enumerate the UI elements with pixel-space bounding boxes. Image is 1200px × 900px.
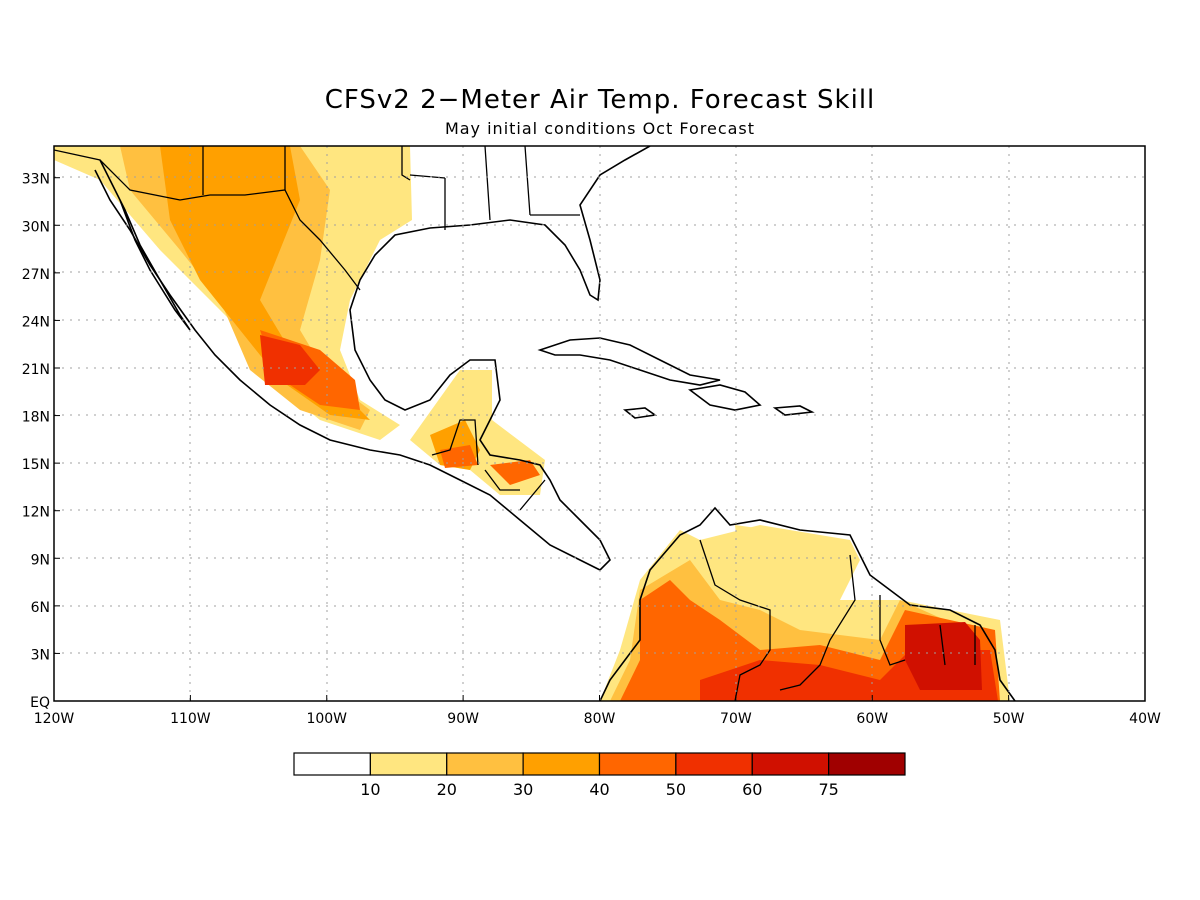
lon-tick-label: 120W — [34, 711, 75, 727]
legend-label: 10 — [360, 780, 380, 799]
border-guianas — [879, 595, 976, 666]
legend-label: 75 — [818, 780, 838, 799]
lon-tick-label: 90W — [447, 711, 479, 727]
skill-region-venezuela-yellow — [735, 525, 845, 615]
border-us-mexico — [54, 149, 361, 291]
coastline-jamaica — [622, 407, 658, 419]
coastline-hispaniola — [688, 384, 762, 411]
lat-tick-label: 9N — [31, 552, 50, 568]
lon-tick-label: 110W — [170, 711, 211, 727]
colorbar-legend: 10 20 30 40 50 60 75 — [293, 752, 906, 799]
lon-tick-label: 80W — [584, 711, 616, 727]
border-us-states — [202, 146, 580, 230]
legend-swatch — [598, 752, 677, 776]
map-subtitle: May initial conditions Oct Forecast — [444, 119, 756, 138]
legend-swatch — [675, 752, 753, 776]
lat-tick-label: 6N — [31, 600, 50, 616]
graticule — [54, 146, 1145, 701]
legend-swatch — [751, 752, 830, 776]
lon-tick-label: 100W — [306, 711, 347, 727]
border-central-america — [484, 469, 546, 511]
legend-label: 20 — [437, 780, 457, 799]
lat-tick-label: 12N — [22, 505, 50, 521]
lat-tick-label: 18N — [22, 410, 50, 426]
skill-region-honduras-orange — [490, 460, 540, 485]
legend-swatch — [828, 752, 906, 776]
legend-label: 60 — [742, 780, 762, 799]
legend-swatch — [293, 752, 371, 776]
border-guatemala — [431, 419, 479, 466]
lon-tick-label: 70W — [720, 711, 752, 727]
legend-swatch — [522, 752, 601, 776]
legend-label: 30 — [513, 780, 533, 799]
lon-axis: 120W 110W 100W 90W 80W 70W 60W 50W 40W — [34, 695, 1161, 727]
political-borders — [54, 146, 976, 701]
map-title: CFSv2 2−Meter Air Temp. Forecast Skill — [324, 85, 876, 115]
legend-swatch — [369, 752, 448, 776]
coastline-cuba — [537, 337, 721, 386]
lat-tick-label: 27N — [22, 267, 50, 283]
lon-tick-label: 60W — [856, 711, 888, 727]
lon-tick-label: 40W — [1129, 711, 1161, 727]
legend-swatch — [446, 752, 524, 776]
lat-tick-label: 24N — [22, 314, 50, 330]
coastline-south-america — [599, 506, 1016, 701]
skill-region-mexico-orange — [160, 146, 370, 420]
legend-label: 50 — [666, 780, 686, 799]
border-colombia-venezuela — [699, 539, 771, 701]
lon-tick-label: 50W — [993, 711, 1025, 727]
lat-tick-label: EQ — [30, 695, 50, 711]
lat-tick-label: 3N — [31, 647, 50, 663]
coastline-north-america — [94, 146, 651, 571]
coastlines — [94, 146, 1016, 701]
lat-tick-label: 30N — [22, 219, 50, 235]
skill-region-mexico-red — [260, 335, 320, 385]
lat-axis: 33N 30N 27N 24N 21N 18N 15N 12N 9N 6N 3N EQ — [22, 172, 60, 711]
border-venezuela-guyana — [779, 554, 856, 691]
skill-shading — [54, 146, 1010, 701]
coastline-puerto-rico — [772, 405, 815, 416]
coastline-baja — [99, 159, 191, 331]
lat-tick-label: 21N — [22, 362, 50, 378]
lat-tick-label: 15N — [22, 457, 50, 473]
lat-tick-label: 33N — [22, 172, 50, 188]
legend-label: 40 — [589, 780, 609, 799]
